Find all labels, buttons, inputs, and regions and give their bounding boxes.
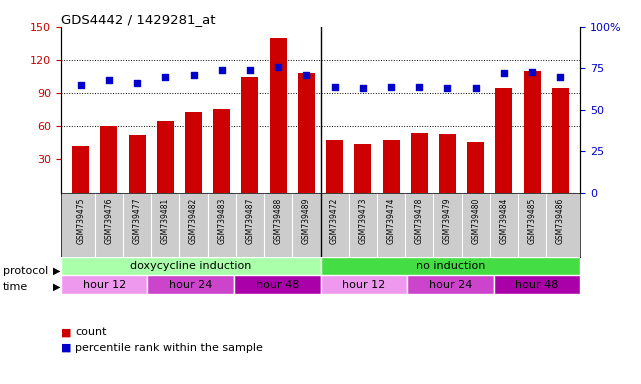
Point (386, 83, 396, 89)
Text: ■: ■ (61, 343, 71, 353)
Point (104, 77, 114, 83)
Text: protocol: protocol (3, 266, 49, 276)
Text: percentile rank within the sample: percentile rank within the sample (75, 343, 263, 353)
Text: ▶: ▶ (53, 282, 60, 292)
Text: hour 48: hour 48 (256, 280, 299, 290)
Point (76, 82, 86, 88)
Point (499, 70, 509, 76)
Text: GSM739489: GSM739489 (302, 198, 311, 244)
Bar (411, 133, 428, 192)
Text: GSM739482: GSM739482 (189, 198, 198, 244)
Bar (270, 38, 287, 192)
Point (527, 68, 537, 74)
Bar (157, 121, 174, 192)
Text: no induction: no induction (415, 261, 485, 271)
Bar (439, 134, 456, 192)
Text: GSM739473: GSM739473 (358, 198, 367, 244)
Text: GSM739487: GSM739487 (246, 198, 254, 244)
Bar (147, 275, 234, 294)
Text: doxycycline induction: doxycycline induction (130, 261, 251, 271)
Bar (185, 112, 202, 192)
Text: GSM739488: GSM739488 (274, 198, 283, 244)
Text: count: count (75, 327, 106, 337)
Bar (234, 275, 320, 294)
Text: ■: ■ (61, 327, 71, 337)
Bar (101, 126, 117, 192)
Bar (129, 135, 146, 192)
Point (358, 85, 368, 91)
Point (217, 67, 227, 73)
Text: GSM739483: GSM739483 (217, 198, 226, 244)
Bar (298, 73, 315, 192)
Point (470, 85, 481, 91)
Bar (495, 88, 512, 192)
Text: GSM739480: GSM739480 (471, 198, 480, 244)
Bar (494, 275, 580, 294)
Text: GSM739474: GSM739474 (387, 198, 395, 244)
Bar (61, 257, 320, 275)
Text: hour 12: hour 12 (342, 280, 385, 290)
Bar (320, 275, 407, 294)
Text: hour 48: hour 48 (515, 280, 558, 290)
Point (414, 83, 424, 89)
Bar (213, 109, 230, 192)
Text: hour 12: hour 12 (83, 280, 126, 290)
Bar (383, 139, 399, 192)
Bar (354, 144, 371, 192)
Bar (61, 275, 147, 294)
Text: GSM739478: GSM739478 (415, 198, 424, 244)
Bar (326, 139, 343, 192)
Text: GSM739486: GSM739486 (556, 198, 565, 244)
Bar (320, 257, 580, 275)
Text: ▶: ▶ (53, 266, 60, 276)
Point (132, 80, 142, 86)
Point (273, 64, 283, 70)
Text: GSM739481: GSM739481 (161, 198, 170, 244)
Text: hour 24: hour 24 (169, 280, 212, 290)
Text: GSM739475: GSM739475 (76, 198, 85, 244)
Point (301, 72, 312, 78)
Text: GSM739484: GSM739484 (499, 198, 508, 244)
Bar (552, 88, 569, 192)
Point (442, 85, 453, 91)
Text: hour 24: hour 24 (429, 280, 472, 290)
Text: time: time (3, 282, 28, 292)
Bar (524, 71, 540, 192)
Text: GSM739479: GSM739479 (443, 198, 452, 244)
Text: GDS4442 / 1429281_at: GDS4442 / 1429281_at (61, 13, 215, 26)
Point (555, 73, 565, 79)
Bar (467, 142, 484, 192)
Bar (242, 76, 258, 192)
Point (188, 72, 199, 78)
Text: GSM739476: GSM739476 (104, 198, 113, 244)
Text: GSM739477: GSM739477 (133, 198, 142, 244)
Text: GSM739472: GSM739472 (330, 198, 339, 244)
Point (160, 73, 171, 79)
Bar (72, 146, 89, 192)
Bar (407, 275, 494, 294)
Point (245, 67, 255, 73)
Text: GSM739485: GSM739485 (528, 198, 537, 244)
Point (329, 83, 340, 89)
